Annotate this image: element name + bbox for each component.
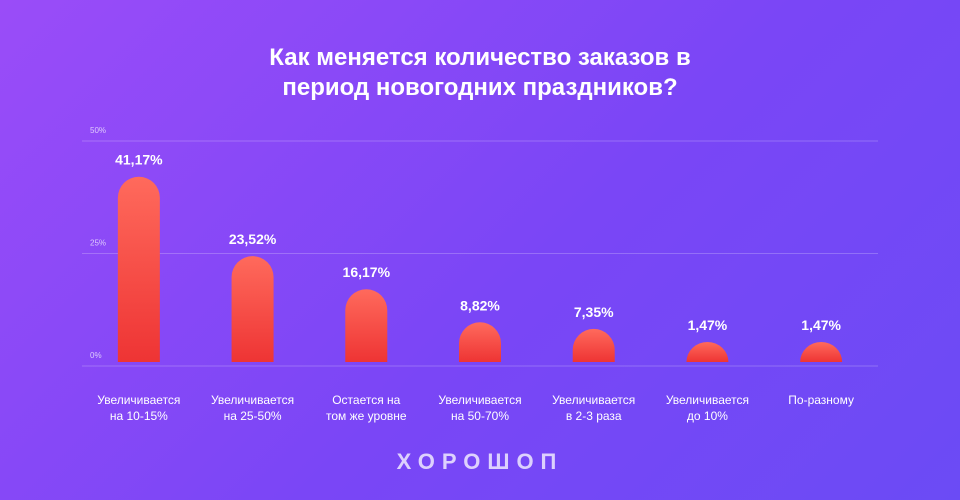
data-label: 7,35%	[574, 304, 614, 320]
x-tick-label: том же уровне	[326, 409, 407, 423]
chart-title-line-1: Как меняется количество заказов в	[269, 44, 691, 71]
x-tick-label: Увеличивается	[211, 393, 294, 407]
bar	[345, 289, 388, 362]
x-tick-label: Увеличивается	[438, 393, 521, 407]
y-tick-label: 25%	[90, 239, 106, 248]
x-tick-label: на 10-15%	[110, 409, 168, 423]
bar	[800, 342, 843, 362]
bar	[117, 176, 160, 362]
bar	[459, 322, 501, 362]
x-tick-label: на 50-70%	[451, 409, 509, 423]
x-tick-label: Увеличивается	[97, 393, 180, 407]
x-tick-label: Остается на	[332, 393, 400, 407]
data-label: 8,82%	[460, 297, 500, 313]
x-tick-label: По-разному	[788, 393, 854, 407]
data-label: 1,47%	[688, 317, 728, 333]
brand-logo: ХОРОШОП	[396, 449, 564, 474]
x-tick-label: Увеличивается	[552, 393, 635, 407]
x-tick-label: до 10%	[687, 409, 728, 423]
data-label: 41,17%	[115, 152, 163, 168]
bar	[572, 328, 615, 362]
data-label: 23,52%	[229, 231, 277, 247]
bar	[231, 256, 274, 362]
x-tick-label: в 2-3 раза	[566, 409, 622, 423]
chart-title-line-2: период новогодних праздников?	[282, 74, 678, 101]
data-label: 16,17%	[343, 264, 391, 280]
x-tick-label: Увеличивается	[666, 393, 749, 407]
x-tick-label: на 25-50%	[224, 409, 282, 423]
data-label: 1,47%	[801, 317, 841, 333]
y-tick-label: 0%	[90, 351, 102, 360]
y-tick-label: 50%	[90, 126, 106, 135]
chart-title: Как меняется количество заказов в период…	[0, 43, 960, 103]
bar	[686, 342, 729, 362]
